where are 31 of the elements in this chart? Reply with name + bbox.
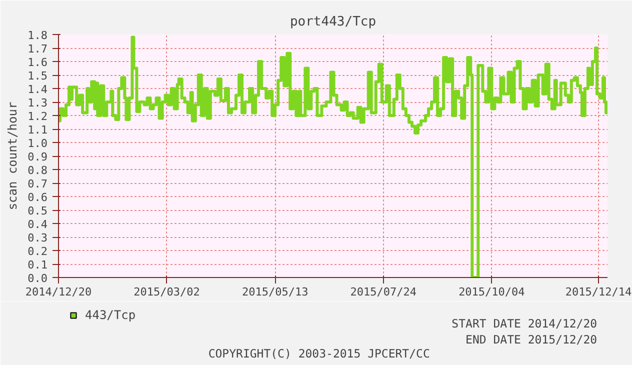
y-tick-label: 1.0 bbox=[28, 137, 48, 150]
x-tick-label: 2015/03/02 bbox=[134, 286, 200, 298]
x-tick-label: 2015/10/04 bbox=[458, 286, 526, 298]
y-axis-title: scan count/hour bbox=[6, 102, 20, 210]
x-tick-label: 2014/12/20 bbox=[25, 286, 92, 298]
x-tick-label: 2015/07/24 bbox=[350, 286, 417, 298]
x-tick-label: 2015/12/14 bbox=[565, 286, 632, 298]
y-tick-label: 1.7 bbox=[28, 42, 48, 56]
text: COPYRIGHT(C) 2003-2015 JPCERT/CC bbox=[208, 346, 430, 360]
y-tick-label: 1.5 bbox=[28, 70, 48, 82]
y-tick-label: 0.3 bbox=[28, 232, 48, 244]
text: END DATE 2015/12/20 bbox=[466, 332, 598, 346]
y-tick-label: 1.4 bbox=[28, 83, 48, 96]
y-tick-label: 0.7 bbox=[28, 178, 48, 190]
text: START DATE 2014/12/20 bbox=[452, 316, 598, 330]
y-tick-label: 0.4 bbox=[28, 218, 48, 231]
y-tick-label: 1.8 bbox=[28, 29, 48, 42]
x-tick-label: 2015/05/13 bbox=[242, 286, 308, 298]
y-tick-label: 0.8 bbox=[28, 164, 48, 177]
y-tick-label: 1.2 bbox=[28, 110, 48, 123]
y-tick-label: 1.6 bbox=[28, 56, 48, 69]
y-tick-label: 1.3 bbox=[28, 96, 48, 110]
y-tick-label: 0.0 bbox=[28, 272, 48, 285]
y-tick-label: 0.6 bbox=[28, 191, 48, 204]
y-tick-label: 0.2 bbox=[28, 245, 48, 258]
chart-title: port443/Tcp bbox=[290, 14, 376, 30]
legend-label: 443/Tcp bbox=[85, 308, 136, 322]
y-tick-label: 0.5 bbox=[28, 204, 48, 218]
y-tick-label: 0.1 bbox=[28, 258, 48, 272]
y-tick-label: 0.9 bbox=[28, 150, 48, 164]
y-tick-label: 1.1 bbox=[28, 124, 48, 136]
